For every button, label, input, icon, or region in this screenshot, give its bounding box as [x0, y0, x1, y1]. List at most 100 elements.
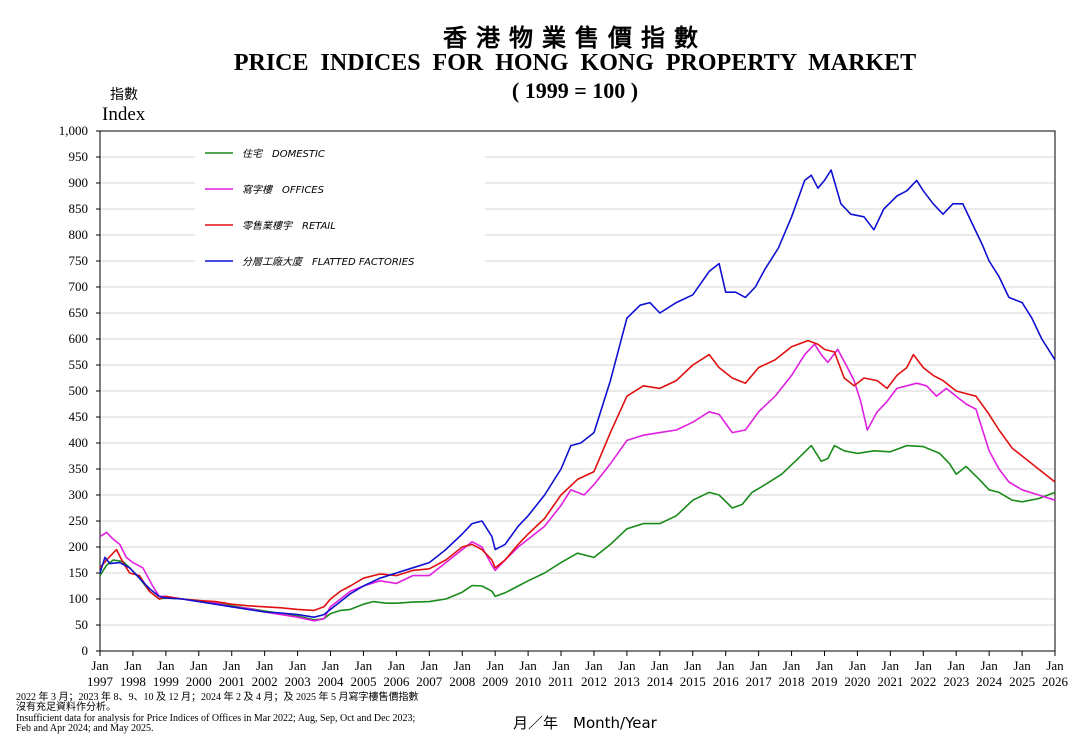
- footnote-english-line-1: Insufficient data for analysis for Price…: [16, 713, 416, 724]
- y-tick-label: 900: [69, 175, 89, 190]
- y-axis-label-chinese: 指數: [110, 87, 138, 103]
- x-tick-year-label: 2015: [680, 674, 706, 689]
- x-tick-month-label: Jan: [783, 658, 801, 673]
- y-tick-label: 350: [69, 461, 89, 476]
- x-tick-year-label: 2025: [1009, 674, 1035, 689]
- x-tick-year-label: 2008: [449, 674, 475, 689]
- y-tick-label: 950: [69, 149, 89, 164]
- y-tick-label: 200: [69, 539, 89, 554]
- y-tick-label: 100: [69, 591, 89, 606]
- chart-title-base-year: ( 1999 = 100 ): [511, 78, 639, 103]
- y-tick-label: 250: [69, 513, 89, 528]
- y-tick-label: 650: [69, 305, 89, 320]
- x-tick-year-label: 2019: [811, 674, 837, 689]
- x-tick-month-label: Jan: [717, 658, 735, 673]
- x-tick-year-label: 2011: [548, 674, 574, 689]
- x-tick-year-label: 1998: [120, 674, 146, 689]
- x-tick-month-label: Jan: [618, 658, 636, 673]
- x-tick-month-label: Jan: [223, 658, 241, 673]
- x-tick-month-label: Jan: [684, 658, 702, 673]
- legend-background: [195, 140, 485, 275]
- y-tick-label: 400: [69, 435, 89, 450]
- y-tick-label: 550: [69, 357, 89, 372]
- x-tick-month-label: Jan: [355, 658, 373, 673]
- x-tick-year-label: 1999: [153, 674, 179, 689]
- x-tick-year-label: 2020: [844, 674, 870, 689]
- y-tick-label: 800: [69, 227, 89, 242]
- x-tick-month-label: Jan: [454, 658, 472, 673]
- x-tick-month-label: Jan: [980, 658, 998, 673]
- x-tick-year-label: 2013: [614, 674, 640, 689]
- x-tick-year-label: 2012: [581, 674, 607, 689]
- legend-label-0: 住宅 DOMESTIC: [242, 148, 325, 160]
- series-lines: [99, 169, 1056, 622]
- x-tick-month-label: Jan: [651, 658, 669, 673]
- x-tick-month-label: Jan: [816, 658, 834, 673]
- x-tick-month-label: Jan: [750, 658, 768, 673]
- legend-label-3: 分層工廠大廈 FLATTED FACTORIES: [242, 256, 415, 268]
- x-tick-month-label: Jan: [487, 658, 505, 673]
- x-tick-month-label: Jan: [948, 658, 966, 673]
- footnote-english-line-2: Feb and Apr 2024; and May 2025.: [16, 723, 154, 734]
- y-tick-label: 700: [69, 279, 89, 294]
- x-tick-month-label: Jan: [882, 658, 900, 673]
- x-tick-year-label: 2023: [943, 674, 969, 689]
- x-tick-month-label: Jan: [1013, 658, 1031, 673]
- x-tick-month-label: Jan: [190, 658, 208, 673]
- footnote-chinese-line-2: 沒有充足資料作分析。: [16, 702, 116, 713]
- x-tick-month-label: Jan: [124, 658, 142, 673]
- y-tick-label: 450: [69, 409, 89, 424]
- legend-label-1: 寫字樓 OFFICES: [242, 184, 325, 196]
- x-tick-month-label: Jan: [388, 658, 406, 673]
- series-line-2: [99, 339, 1056, 612]
- x-tick-year-label: 2026: [1042, 674, 1069, 689]
- y-tick-label: 300: [69, 487, 89, 502]
- chart-title-english: PRICE INDICES FOR HONG KONG PROPERTY MAR…: [233, 50, 917, 76]
- x-tick-year-label: 2005: [350, 674, 376, 689]
- x-tick-year-label: 2024: [976, 674, 1003, 689]
- x-axis-label: 月／年 Month/Year: [513, 714, 657, 732]
- x-tick-year-label: 2002: [252, 674, 278, 689]
- legend-label-2: 零售業樓宇 RETAIL: [242, 220, 336, 232]
- x-tick-month-label: Jan: [157, 658, 175, 673]
- series-line-0: [99, 444, 1056, 621]
- y-tick-label: 1,000: [59, 123, 88, 138]
- x-tick-year-label: 2000: [186, 674, 212, 689]
- x-tick-year-label: 2006: [383, 674, 410, 689]
- legend: 住宅 DOMESTIC 寫字樓 OFFICES 零售業樓宇 RETAIL 分層工廠大廈…: [205, 148, 415, 268]
- x-tick-month-label: Jan: [1046, 658, 1064, 673]
- axis-ticks: 0 50 100 150 200 250 300 350 400 450 500 550 600 650 7…: [59, 123, 1069, 689]
- x-tick-month-label: Jan: [585, 658, 603, 673]
- x-tick-month-label: Jan: [322, 658, 340, 673]
- x-tick-year-label: 2003: [285, 674, 311, 689]
- x-tick-year-label: 2009: [482, 674, 508, 689]
- x-tick-month-label: Jan: [519, 658, 537, 673]
- x-tick-year-label: 2014: [647, 674, 674, 689]
- y-tick-label: 0: [82, 643, 89, 658]
- chart-title-chinese: 香港物業售價指數: [443, 24, 707, 52]
- x-tick-month-label: Jan: [421, 658, 439, 673]
- x-tick-year-label: 2007: [416, 674, 443, 689]
- x-tick-year-label: 2016: [713, 674, 740, 689]
- x-tick-year-label: 2017: [746, 674, 773, 689]
- x-tick-year-label: 2022: [910, 674, 936, 689]
- y-tick-label: 500: [69, 383, 89, 398]
- x-tick-year-label: 1997: [87, 674, 114, 689]
- y-tick-label: 50: [75, 617, 88, 632]
- y-tick-label: 600: [69, 331, 89, 346]
- x-tick-year-label: 2004: [318, 674, 345, 689]
- x-tick-month-label: Jan: [915, 658, 933, 673]
- x-tick-month-label: Jan: [552, 658, 570, 673]
- series-line-3: [99, 169, 1056, 618]
- series-line-1: [99, 343, 1056, 622]
- y-tick-label: 850: [69, 201, 89, 216]
- footnote-chinese-line-1: 2022 年 3 月；2023 年 8、9、10 及 12 月；2024 年 2…: [16, 692, 419, 703]
- y-tick-label: 150: [69, 565, 89, 580]
- y-axis-label-english: Index: [102, 104, 146, 125]
- x-tick-month-label: Jan: [256, 658, 274, 673]
- x-tick-month-label: Jan: [91, 658, 109, 673]
- y-tick-label: 750: [69, 253, 89, 268]
- x-tick-year-label: 2021: [877, 674, 903, 689]
- x-tick-year-label: 2018: [779, 674, 805, 689]
